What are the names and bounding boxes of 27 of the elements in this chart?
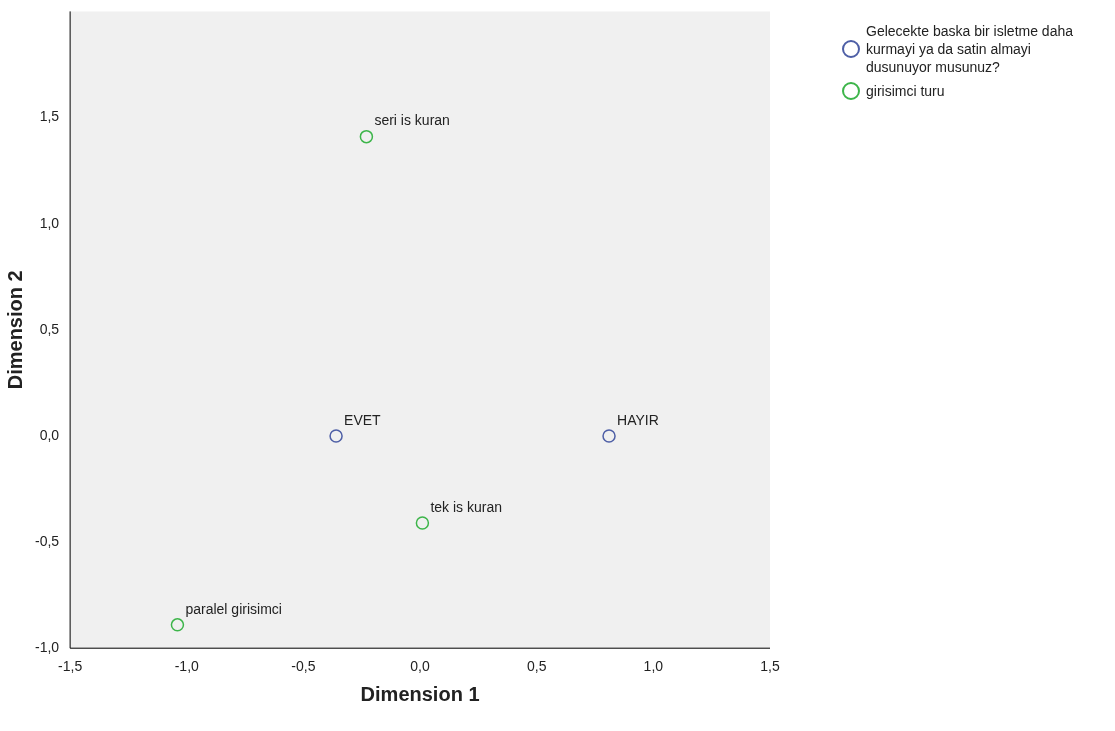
y-tick-label: 1,0 (39, 214, 60, 231)
point (170, 618, 185, 632)
annotation: tek is kuran (430, 498, 502, 515)
x-tick-label: 0,5 (526, 658, 547, 675)
x-tick-label: -1,0 (174, 658, 200, 675)
y-tick-label: 0,0 (39, 426, 60, 443)
annotation: HAYIR (617, 411, 659, 428)
point (359, 129, 374, 144)
x-tick-label: 1,0 (643, 658, 664, 675)
x-axis-title: Dimension 1 (360, 682, 480, 705)
y-tick-label: 0,5 (39, 320, 60, 337)
point (329, 429, 343, 443)
y-tick-label: -0,5 (35, 532, 60, 549)
annotation: EVET (344, 411, 382, 428)
point (415, 516, 430, 530)
x-tick-label: 1,5 (760, 658, 780, 675)
y-tick-label: 1,5 (39, 108, 60, 125)
x-tick-label: -0,5 (291, 658, 316, 675)
legend-label: girisimci turu (866, 82, 946, 100)
legend-label: Gelecekte baska bir isletme daha kurmayi ya da satin almayi dusunuyor musunuz? (866, 22, 1074, 76)
x-tick-label: -1,5 (58, 658, 83, 675)
annotation: paralel girisimci (185, 600, 282, 617)
point (602, 429, 616, 443)
y-tick-label: -1,0 (35, 639, 60, 656)
y-axis-title: Dimension 2 (3, 270, 26, 390)
annotation: seri is kuran (374, 112, 450, 129)
x-tick-label: 0,0 (410, 658, 430, 675)
